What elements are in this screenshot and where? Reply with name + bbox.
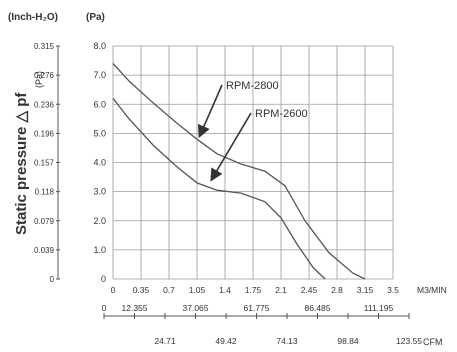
inch-tick-label: 0.079 bbox=[34, 217, 55, 226]
pa-tick-label: 4.0 bbox=[93, 158, 106, 168]
annotation-arrow bbox=[210, 112, 252, 182]
m3-tick-label: 1.05 bbox=[189, 285, 206, 295]
pa-tick-label: 8.0 bbox=[93, 41, 106, 51]
pa-tick-label: 0 bbox=[101, 274, 106, 284]
cfm-top-tick-label: 0 bbox=[102, 303, 107, 313]
curves bbox=[112, 63, 366, 280]
inch-tick-label: 0.118 bbox=[35, 188, 55, 197]
m3-tick-label: 3.15 bbox=[357, 285, 374, 295]
m3-tick-label: 2.45 bbox=[301, 285, 318, 295]
axes bbox=[56, 45, 410, 319]
m3-tick-label: 3.5 bbox=[387, 285, 399, 295]
annotation-label: RPM-2800 bbox=[226, 80, 279, 92]
inch-tick-label: 0.196 bbox=[34, 129, 55, 138]
pa-tick-label: 5.0 bbox=[93, 128, 106, 138]
inch-tick-label: 0.276 bbox=[34, 71, 55, 80]
cfm-bottom-tick-label: 98.84 bbox=[337, 336, 359, 346]
cfm-top-tick-label: 37.065 bbox=[183, 303, 209, 313]
x-unit-m3-label: M3/MIN bbox=[417, 285, 447, 295]
series-line-1 bbox=[112, 97, 326, 280]
cfm-top-tick-label: 61.775 bbox=[244, 303, 270, 313]
annotation-arrow bbox=[197, 84, 223, 139]
cfm-top-tick-label: 111.195 bbox=[364, 303, 394, 313]
pa-tick-label: 2.0 bbox=[93, 216, 106, 226]
m3-tick-label: 0.7 bbox=[163, 285, 175, 295]
y-axis-label: Static pressure △ pf bbox=[13, 92, 30, 235]
cfm-bottom-tick-label: 74.13 bbox=[276, 336, 298, 346]
pa-tick-label: 1.0 bbox=[93, 245, 106, 255]
tick-labels: 0 0.039 0.079 0.118 0.157 0.196 0.236 0.276 0.31… bbox=[34, 41, 422, 346]
m3-tick-label: 0 bbox=[111, 285, 116, 295]
inch-tick-label: 0.157 bbox=[34, 159, 55, 168]
m3-tick-label: 1.75 bbox=[245, 285, 262, 295]
cfm-bottom-tick-label: 49.42 bbox=[215, 336, 237, 346]
inch-tick-label: 0 bbox=[50, 275, 55, 284]
cfm-bottom-tick-label: 123.55 bbox=[396, 336, 422, 346]
x-unit-cfm-label: CFM bbox=[423, 337, 443, 347]
m3-tick-label: 2.1 bbox=[275, 285, 287, 295]
series-line-0 bbox=[112, 63, 366, 280]
pa-tick-label: 3.0 bbox=[93, 187, 106, 197]
m3-tick-label: 1.4 bbox=[219, 285, 231, 295]
m3-tick-label: 2.8 bbox=[331, 285, 343, 295]
cfm-top-tick-label: 86.485 bbox=[305, 303, 331, 313]
cfm-top-tick-label: 12.355 bbox=[122, 303, 148, 313]
inch-tick-label: 0.315 bbox=[34, 42, 55, 51]
y-axis-label-unit: (Pa) bbox=[34, 71, 44, 88]
pa-tick-label: 7.0 bbox=[93, 70, 106, 80]
annotation-label: RPM-2600 bbox=[255, 108, 308, 120]
cfm-bottom-tick-label: 24.71 bbox=[154, 336, 176, 346]
y-unit-inch-label: (Inch-H₂O) bbox=[8, 12, 58, 23]
inch-tick-label: 0.236 bbox=[34, 100, 55, 109]
inch-tick-label: 0.039 bbox=[34, 246, 55, 255]
m3-tick-label: 0.35 bbox=[133, 285, 150, 295]
grid bbox=[112, 45, 394, 280]
y-unit-pa-label: (Pa) bbox=[86, 12, 105, 23]
pa-tick-label: 6.0 bbox=[93, 99, 106, 109]
